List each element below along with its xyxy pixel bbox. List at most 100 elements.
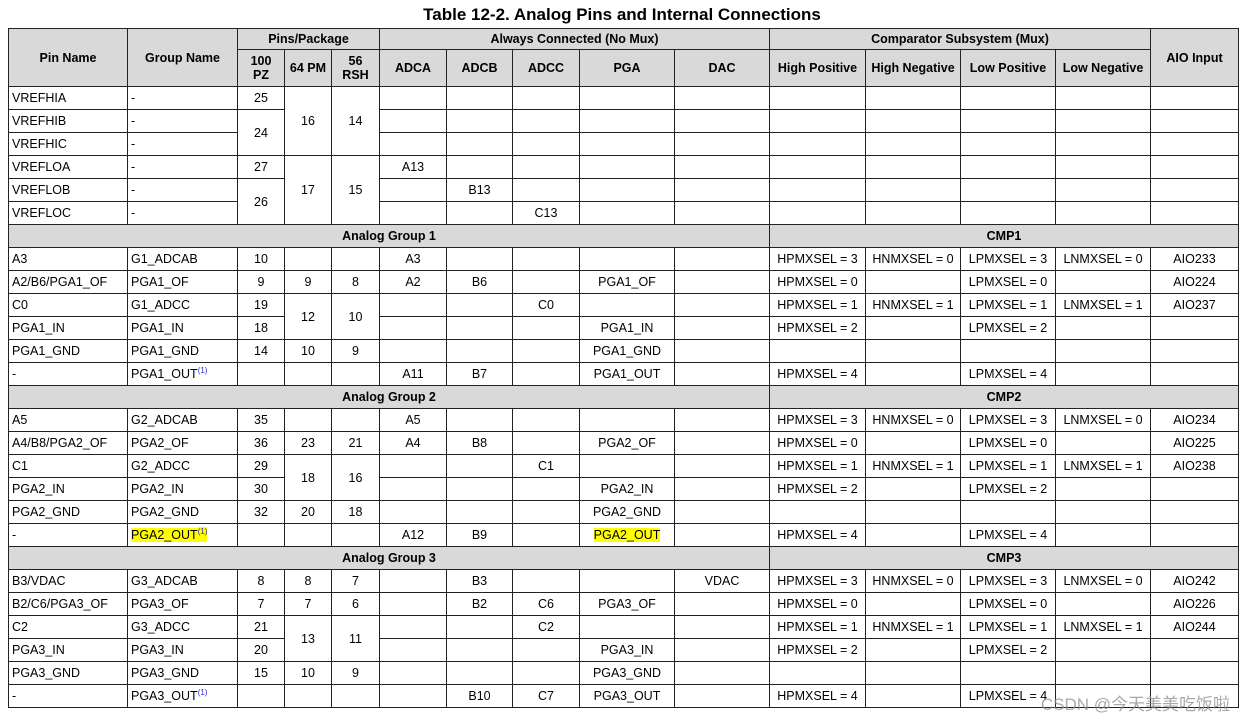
table-cell: [512, 500, 580, 524]
table-cell: [865, 270, 961, 294]
cell-text: PGA1_OUT(1): [131, 366, 208, 382]
table-cell: 23: [284, 431, 332, 455]
table-cell: 35: [237, 408, 285, 432]
table-cell: 9: [237, 270, 285, 294]
group-label: Analog Group 3: [8, 546, 770, 570]
group-label: Analog Group 1: [8, 224, 770, 248]
table-cell: LNMXSEL = 0: [1055, 247, 1151, 271]
table-cell: [674, 523, 770, 547]
table-row: - PGA2_OUT(1) A12 B9 PGA2_OUT HPMXSEL = 4 LPMX…: [8, 523, 1239, 547]
table-cell: HNMXSEL = 0: [865, 247, 961, 271]
table-cell: [379, 293, 447, 317]
table-cell: [865, 109, 961, 133]
table-cell: [284, 408, 332, 432]
table-cell: [674, 408, 770, 432]
table-cell: [284, 247, 332, 271]
table-cell: [512, 431, 580, 455]
table-cell: 21: [237, 615, 285, 639]
table-cell: A11: [379, 362, 447, 386]
table-cell: [1055, 431, 1151, 455]
table-cell: [446, 408, 513, 432]
table-title: Table 12-2. Analog Pins and Internal Con…: [423, 5, 821, 24]
table-cell: [237, 362, 285, 386]
table-cell: [446, 339, 513, 363]
table-cell: [379, 339, 447, 363]
table-cell: LPMXSEL = 1: [960, 454, 1056, 478]
table-cell: HPMXSEL = 1: [769, 615, 866, 639]
table-cell: [579, 247, 675, 271]
footnote-link[interactable]: (1): [197, 688, 208, 697]
table-cell: B2: [446, 592, 513, 616]
table-row: B3/VDAC G3_ADCAB 8 8 7 B3 VDAC HPMXSEL = 3 HNMXS…: [8, 569, 1239, 593]
table-row: VREFHIA -25 16 14: [8, 86, 1239, 156]
table-cell: 17: [284, 155, 332, 225]
table-cell: HPMXSEL = 0: [769, 431, 866, 455]
group-name-cell: PGA2_OF: [127, 431, 238, 455]
table-cell: LPMXSEL = 3: [960, 247, 1056, 271]
table-cell: [579, 293, 675, 317]
table-cell: HPMXSEL = 4: [769, 684, 866, 708]
header-high-positive: High Positive: [769, 49, 866, 87]
table-cell: 7: [331, 569, 380, 593]
table-cell: LPMXSEL = 0: [960, 270, 1056, 294]
table-cell: [446, 293, 513, 317]
footnote-link[interactable]: (1): [197, 366, 208, 375]
comparator-label: CMP2: [769, 385, 1239, 409]
table-row: A5 G2_ADCAB 35 A5 HPMXSEL = 3 HNMXSEL = 0 LPMX…: [8, 408, 1239, 432]
pin-name-cell: PGA1_GND: [8, 339, 128, 363]
table-cell: [512, 362, 580, 386]
table-cell: [331, 247, 380, 271]
table-cell: [379, 454, 447, 478]
group-name-cell: PGA1_OUT(1): [127, 362, 238, 386]
table-cell: 7: [237, 592, 285, 616]
table-row: A2/B6/PGA1_OF PGA1_OF 9 9 8 A2 B6 PGA1_OF HPMXSE…: [8, 270, 1239, 294]
table-cell: HPMXSEL = 1: [769, 454, 866, 478]
table-row: PGA3_IN PGA3_IN 20 PGA3_IN HPMXSEL = 2 LPMXSE…: [8, 638, 1239, 662]
table-cell: [769, 661, 866, 685]
group-name-cell: -: [127, 178, 238, 202]
table-cell: [379, 178, 447, 202]
table-cell: AIO225: [1150, 431, 1239, 455]
header-dac: DAC: [674, 49, 770, 87]
pin-name-cell: B2/C6/PGA3_OF: [8, 592, 128, 616]
table-cell: [1150, 339, 1239, 363]
footnote-link[interactable]: (1): [197, 527, 208, 536]
table-cell: B7: [446, 362, 513, 386]
table-cell: PGA1_OUT: [579, 362, 675, 386]
table-cell: C13: [512, 201, 580, 225]
pin-name-cell: C1: [8, 454, 128, 478]
table-cell: [579, 178, 675, 202]
table-row: PGA1_GND PGA1_GND 14 10 9 PGA1_GND: [8, 339, 1239, 363]
table-row: - PGA1_OUT(1) A11 B7 PGA1_OUT HPMXSEL = 4 LPMX…: [8, 362, 1239, 386]
table-cell: [674, 661, 770, 685]
header-always-connected: Always Connected (No Mux): [379, 28, 770, 50]
table-cell: [379, 477, 447, 501]
pin-name-cell: B3/VDAC: [8, 569, 128, 593]
group-name-cell: PGA2_IN: [127, 477, 238, 501]
table-cell: A5: [379, 408, 447, 432]
table-cell: LPMXSEL = 2: [960, 316, 1056, 340]
table-cell: [379, 569, 447, 593]
table-cell: [512, 132, 580, 156]
table-cell: LNMXSEL = 1: [1055, 293, 1151, 317]
table-cell: [1055, 86, 1151, 110]
header-pga: PGA: [579, 49, 675, 87]
table-cell: HNMXSEL = 0: [865, 408, 961, 432]
table-cell: [446, 109, 513, 133]
table-cell: HPMXSEL = 2: [769, 638, 866, 662]
table-cell: [331, 362, 380, 386]
table-cell: C0: [512, 293, 580, 317]
table-cell: 13: [284, 615, 332, 662]
table-cell: 19: [237, 293, 285, 317]
watermark: CSDN @今天美美吃饭啦: [1040, 695, 1230, 714]
table-cell: [674, 201, 770, 225]
table-cell: PGA2_GND: [579, 500, 675, 524]
table-cell: [865, 201, 961, 225]
table-cell: [379, 638, 447, 662]
table-cell: [379, 201, 447, 225]
table-cell: [379, 615, 447, 639]
table-cell: HNMXSEL = 0: [865, 569, 961, 593]
table-cell: [512, 270, 580, 294]
table-cell: [674, 132, 770, 156]
